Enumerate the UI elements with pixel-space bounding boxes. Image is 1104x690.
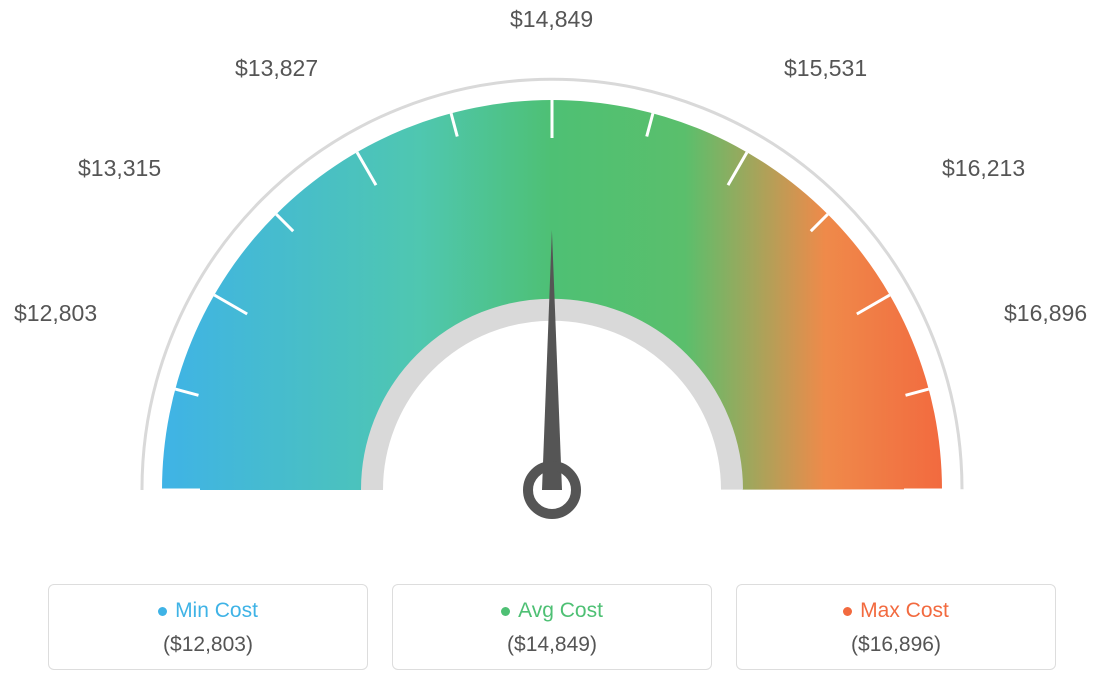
gauge-tick-label: $16,213 — [942, 155, 1025, 182]
gauge-svg — [0, 10, 1104, 550]
legend-dot-min — [158, 607, 167, 616]
legend-card-max: Max Cost ($16,896) — [736, 584, 1056, 670]
legend-title-avg: Avg Cost — [518, 599, 603, 623]
gauge-tick-label: $13,315 — [78, 155, 161, 182]
legend-title-min: Min Cost — [175, 599, 258, 623]
legend-card-min: Min Cost ($12,803) — [48, 584, 368, 670]
legend-title-row: Avg Cost — [403, 599, 701, 623]
gauge-area: $12,803 $13,315 $13,827 $14,849 $15,531 $16,2… — [0, 0, 1104, 560]
legend-value-min: ($12,803) — [59, 633, 357, 657]
legend-dot-max — [843, 607, 852, 616]
legend-title-row: Max Cost — [747, 599, 1045, 623]
legend-title-row: Min Cost — [59, 599, 357, 623]
legend-dot-avg — [501, 607, 510, 616]
gauge-tick-label: $14,849 — [510, 6, 593, 33]
gauge-tick-label: $15,531 — [784, 55, 867, 82]
legend-row: Min Cost ($12,803) Avg Cost ($14,849) Ma… — [0, 584, 1104, 670]
gauge-chart-container: $12,803 $13,315 $13,827 $14,849 $15,531 $16,2… — [0, 0, 1104, 690]
legend-card-avg: Avg Cost ($14,849) — [392, 584, 712, 670]
gauge-tick-label: $16,896 — [1004, 300, 1087, 327]
gauge-tick-label: $13,827 — [235, 55, 318, 82]
legend-value-avg: ($14,849) — [403, 633, 701, 657]
legend-title-max: Max Cost — [860, 599, 949, 623]
gauge-tick-label: $12,803 — [14, 300, 97, 327]
legend-value-max: ($16,896) — [747, 633, 1045, 657]
